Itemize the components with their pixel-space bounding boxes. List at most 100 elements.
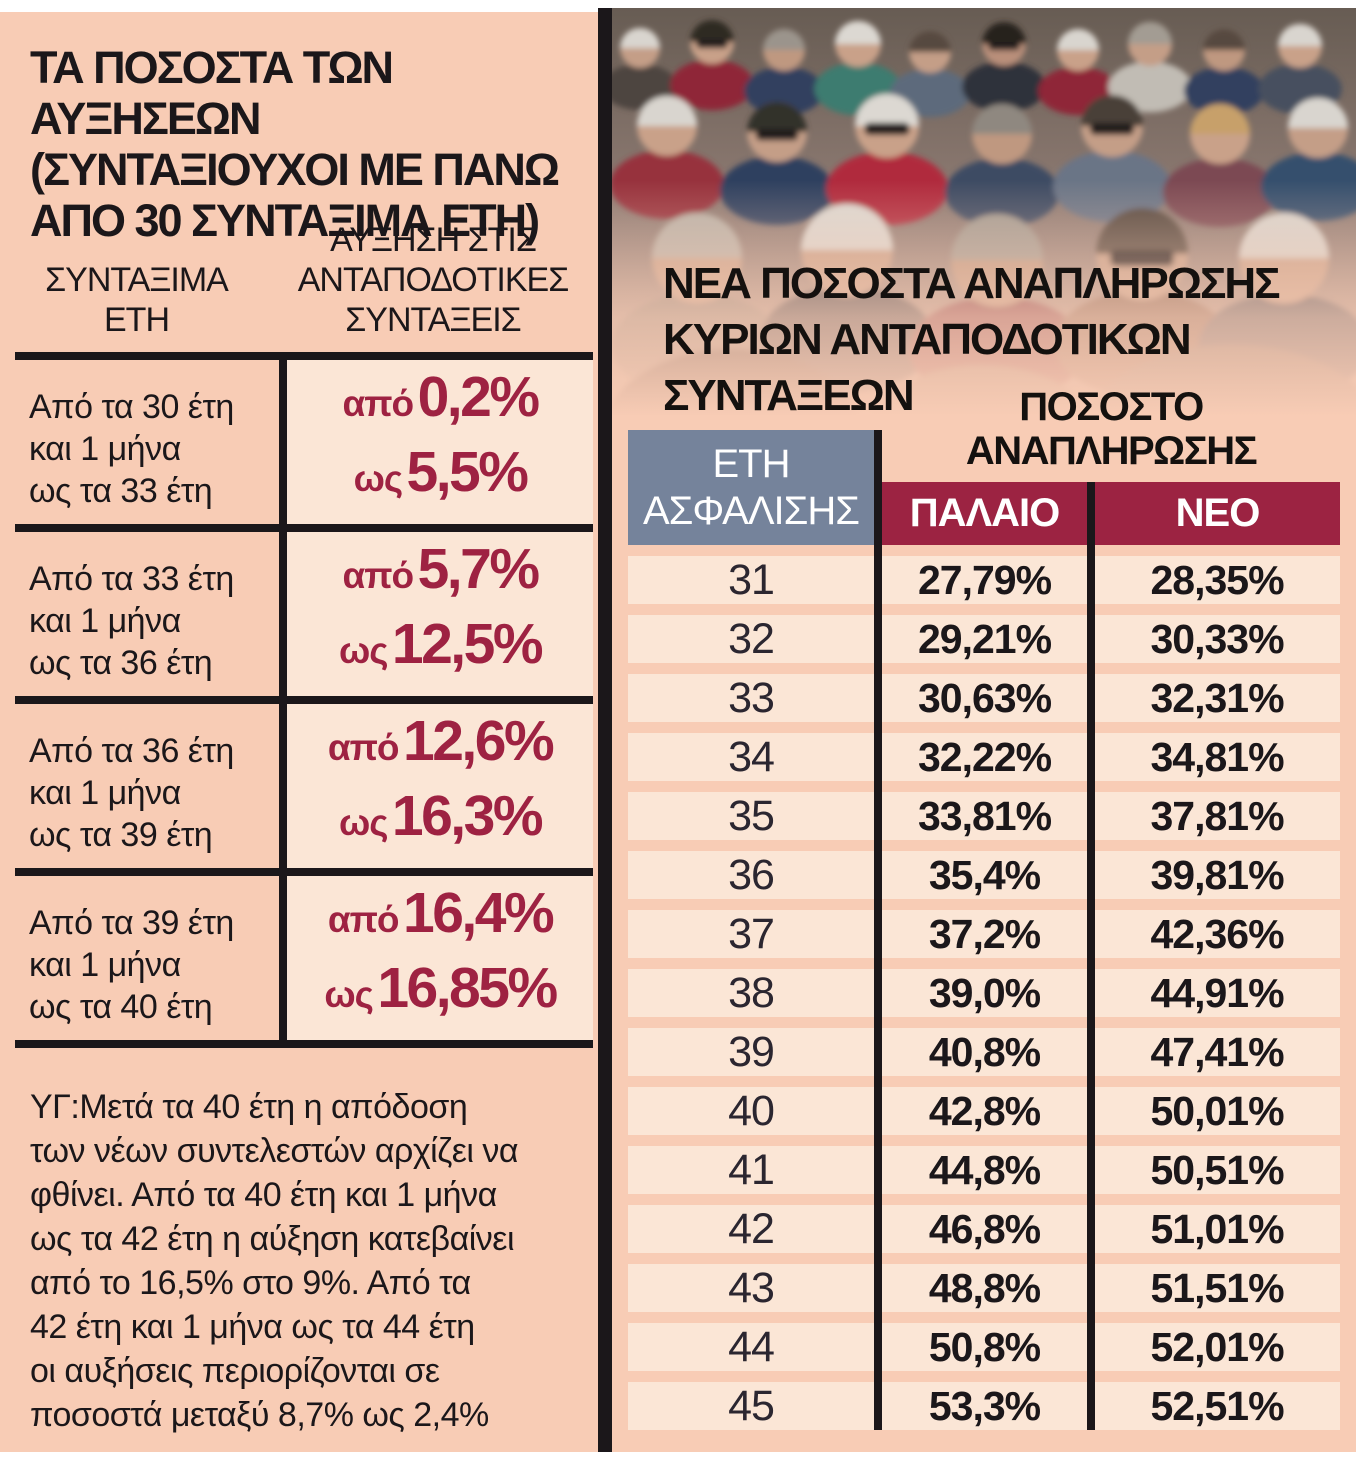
row-years: 38 — [728, 968, 775, 1017]
table-row: 41 44,8% 50,51% — [628, 1146, 1340, 1194]
left-panel-title: ΤΑ ΠΟΣΟΣΤΑ ΤΩΝ ΑΥΞΗΣΕΩΝ (ΣΥΝΤΑΞΙΟΥΧΟΙ ΜΕ… — [30, 42, 560, 246]
old-column-header: ΠΑΛΑΙΟ — [882, 482, 1087, 545]
table-row: 37 37,2% 42,36% — [628, 910, 1340, 958]
row-new-rate: 51,51% — [1150, 1264, 1284, 1311]
from-value: 0,2% — [417, 365, 540, 429]
table-row: 34 32,22% 34,81% — [628, 733, 1340, 781]
left-table-col1-header: ΣΥΝΤΑΞΙΜΑ ΕΤΗ — [45, 261, 229, 339]
row-old-rate: 32,22% — [917, 733, 1052, 780]
row-old-rate: 29,21% — [917, 615, 1052, 662]
row-increase-range: από 12,6% ως 16,3% — [279, 704, 593, 868]
table-row: Από τα 36 έτη και 1 μήνα ως τα 39 έτη απ… — [15, 704, 593, 876]
right-table-rows: 31 27,79% 28,35% 32 29,21% 30,33% 33 30,… — [628, 556, 1340, 1441]
row-old-rate: 27,79% — [917, 556, 1052, 603]
left-panel: ΤΑ ΠΟΣΟΣΤΑ ΤΩΝ ΑΥΞΗΣΕΩΝ (ΣΥΝΤΑΞΙΟΥΧΟΙ ΜΕ… — [0, 12, 598, 1452]
panel-divider — [598, 8, 612, 1452]
to-value: 16,3% — [391, 784, 544, 848]
row-increase-range: από 5,7% ως 12,5% — [279, 532, 593, 696]
row-new-rate: 51,01% — [1150, 1205, 1284, 1252]
left-table-col2-header: ΑΥΞΗΣΗ ΣΤΙΣ ΑΝΤΑΠΟΔΟΤΙΚΕΣ ΣΥΝΤΑΞΕΙΣ — [297, 221, 569, 339]
from-label: από — [342, 555, 414, 596]
table-row: 32 29,21% 30,33% — [628, 615, 1340, 663]
row-increase-range: από 16,4% ως 16,85% — [279, 876, 593, 1040]
crowd-photo — [612, 8, 1356, 438]
table-row: 40 42,8% 50,01% — [628, 1087, 1340, 1135]
to-label: ως — [338, 802, 388, 843]
table-row: 35 33,81% 37,81% — [628, 792, 1340, 840]
row-years: 35 — [728, 791, 775, 840]
row-old-rate: 48,8% — [928, 1264, 1041, 1311]
row-years: 34 — [728, 732, 775, 781]
row-new-rate: 47,41% — [1150, 1028, 1284, 1075]
to-value: 12,5% — [391, 612, 544, 676]
left-table-headers: ΣΥΝΤΑΞΙΜΑ ΕΤΗ ΑΥΞΗΣΗ ΣΤΙΣ ΑΝΤΑΠΟΔΟΤΙΚΕΣ … — [0, 220, 593, 340]
table-row: Από τα 39 έτη και 1 μήνα ως τα 40 έτη απ… — [15, 876, 593, 1048]
row-years-range: Από τα 30 έτη και 1 μήνα ως τα 33 έτη — [15, 360, 279, 524]
row-years: 32 — [728, 614, 775, 663]
row-old-rate: 42,8% — [928, 1087, 1041, 1134]
table-row: 42 46,8% 51,01% — [628, 1205, 1340, 1253]
row-years-range: Από τα 36 έτη και 1 μήνα ως τα 39 έτη — [15, 704, 279, 868]
row-new-rate: 42,36% — [1150, 910, 1284, 957]
to-label: ως — [324, 974, 373, 1015]
table-row: 36 35,4% 39,81% — [628, 851, 1340, 899]
row-years: 41 — [728, 1145, 775, 1194]
row-years: 36 — [728, 850, 775, 899]
row-new-rate: 34,81% — [1150, 733, 1284, 780]
row-years-range: Από τα 39 έτη και 1 μήνα ως τα 40 έτη — [15, 876, 279, 1040]
to-value: 5,5% — [406, 440, 529, 504]
from-label: από — [327, 899, 400, 940]
years-of-insurance-header: ΕΤΗ ΑΣΦΑΛΙΣΗΣ — [628, 430, 874, 545]
row-new-rate: 44,91% — [1150, 969, 1284, 1016]
row-new-rate: 52,51% — [1150, 1382, 1284, 1429]
table-row: 38 39,0% 44,91% — [628, 969, 1340, 1017]
table-row: 43 48,8% 51,51% — [628, 1264, 1340, 1312]
row-new-rate: 37,81% — [1150, 792, 1284, 839]
to-value: 16,85% — [377, 956, 558, 1020]
row-years: 44 — [728, 1322, 775, 1371]
from-label: από — [342, 383, 414, 424]
row-old-rate: 30,63% — [917, 674, 1052, 721]
row-new-rate: 50,51% — [1150, 1146, 1284, 1193]
table-row: 44 50,8% 52,01% — [628, 1323, 1340, 1371]
row-old-rate: 46,8% — [928, 1205, 1041, 1252]
right-panel: ΝΕΑ ΠΟΣΟΣΤΑ ΑΝΑΠΛΗΡΩΣΗΣ ΚΥΡΙΩΝ ΑΝΤΑΠΟΔΟΤ… — [612, 8, 1356, 1452]
row-old-rate: 44,8% — [928, 1146, 1041, 1193]
from-label: από — [327, 727, 400, 768]
row-years: 43 — [728, 1263, 775, 1312]
row-old-rate: 53,3% — [928, 1382, 1041, 1429]
row-old-rate: 37,2% — [928, 910, 1041, 957]
right-panel-title: ΝΕΑ ΠΟΣΟΣΤΑ ΑΝΑΠΛΗΡΩΣΗΣ ΚΥΡΙΩΝ ΑΝΤΑΠΟΔΟΤ… — [663, 259, 1281, 420]
to-label: ως — [353, 458, 403, 499]
to-label: ως — [338, 630, 388, 671]
table-row: 39 40,8% 47,41% — [628, 1028, 1340, 1076]
row-increase-range: από 0,2% ως 5,5% — [279, 360, 593, 524]
row-years: 37 — [728, 909, 775, 958]
new-column-header: ΝΕΟ — [1095, 482, 1340, 545]
row-old-rate: 33,81% — [917, 792, 1052, 839]
row-years: 39 — [728, 1027, 775, 1076]
table-row: 33 30,63% 32,31% — [628, 674, 1340, 722]
row-years: 42 — [728, 1204, 775, 1253]
column-divider-line — [1087, 482, 1095, 1430]
row-old-rate: 40,8% — [928, 1028, 1041, 1075]
row-years: 40 — [728, 1086, 775, 1135]
row-new-rate: 30,33% — [1150, 615, 1284, 662]
row-new-rate: 52,01% — [1150, 1323, 1284, 1370]
table-row: 31 27,79% 28,35% — [628, 556, 1340, 604]
column-divider-line — [874, 430, 882, 1430]
row-years: 31 — [728, 555, 775, 604]
row-old-rate: 35,4% — [928, 851, 1041, 898]
from-value: 12,6% — [403, 709, 555, 773]
row-years: 45 — [728, 1381, 775, 1430]
row-new-rate: 39,81% — [1150, 851, 1284, 898]
row-old-rate: 50,8% — [928, 1323, 1041, 1370]
row-years-range: Από τα 33 έτη και 1 μήνα ως τα 36 έτη — [15, 532, 279, 696]
row-new-rate: 28,35% — [1150, 556, 1284, 603]
footnote: ΥΓ:Μετά τα 40 έτη η απόδοση των νέων συν… — [30, 1088, 519, 1434]
left-table-rows: Από τα 30 έτη και 1 μήνα ως τα 33 έτη απ… — [15, 352, 593, 1048]
replacement-rate-group-header: ΠΟΣΟΣΤΟ ΑΝΑΠΛΗΡΩΣΗΣ — [965, 385, 1258, 473]
row-new-rate: 32,31% — [1150, 674, 1284, 721]
from-value: 16,4% — [403, 881, 555, 945]
